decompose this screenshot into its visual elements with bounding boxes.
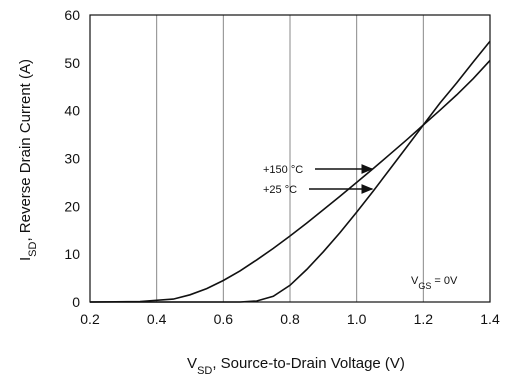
x-tick-label: 1.0: [347, 311, 367, 327]
y-tick-label: 20: [64, 198, 80, 214]
y-tick-label: 50: [64, 55, 80, 71]
x-tick-label: 1.2: [414, 311, 434, 327]
y-tick-label: 10: [64, 246, 80, 262]
annotations: +150 °C +25 °C: [263, 164, 374, 196]
x-tick-label: 0.8: [280, 311, 300, 327]
plot-frame: [89, 14, 491, 303]
gridlines: [156, 15, 424, 302]
y-tick-label: 40: [64, 103, 80, 119]
y-tick-label: 30: [64, 151, 80, 167]
series-25c-line: [90, 40, 491, 303]
x-tick-label: 0.6: [214, 311, 234, 327]
x-tick-label: 1.4: [480, 311, 500, 327]
label-150c: +150 °C: [263, 164, 303, 176]
series-layer: [89, 40, 491, 303]
label-25c: +25 °C: [263, 184, 297, 196]
x-tick-label: 0.2: [80, 311, 100, 327]
y-axis-title: ISD, Reverse Drain Current (A): [17, 59, 39, 261]
vgs-label: VGS = 0V: [411, 275, 458, 291]
y-tick-label: 0: [72, 294, 80, 310]
y-tick-label: 60: [64, 7, 80, 23]
x-tick-label: 0.4: [147, 311, 167, 327]
x-axis-title: VSD, Source-to-Drain Voltage (V): [187, 355, 405, 377]
series-150c-line: [89, 59, 491, 303]
tick-labels: 0.2 0.4 0.6 0.8 1.0 1.2 1.4 0 10 20 30 40 50 60: [64, 7, 500, 327]
